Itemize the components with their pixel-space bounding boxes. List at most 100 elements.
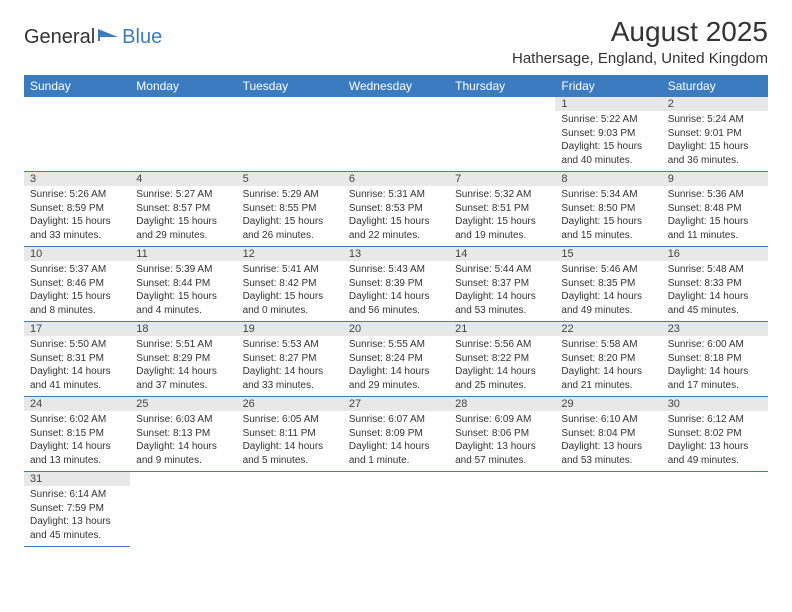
calendar-cell: [130, 97, 236, 172]
sunrise-text: Sunrise: 5:34 AM: [561, 188, 655, 202]
sunrise-text: Sunrise: 6:10 AM: [561, 413, 655, 427]
sunrise-text: Sunrise: 6:05 AM: [243, 413, 337, 427]
daylight-text: Daylight: 14 hours and 1 minute.: [349, 440, 443, 467]
calendar-cell: 24Sunrise: 6:02 AMSunset: 8:15 PMDayligh…: [24, 397, 130, 472]
calendar-cell: 27Sunrise: 6:07 AMSunset: 8:09 PMDayligh…: [343, 397, 449, 472]
calendar-cell: 28Sunrise: 6:09 AMSunset: 8:06 PMDayligh…: [449, 397, 555, 472]
sunset-text: Sunset: 8:46 PM: [30, 277, 124, 291]
daylight-text: Daylight: 13 hours and 53 minutes.: [561, 440, 655, 467]
calendar-cell: 10Sunrise: 5:37 AMSunset: 8:46 PMDayligh…: [24, 247, 130, 322]
day-number: 28: [449, 397, 555, 411]
calendar-cell: 29Sunrise: 6:10 AMSunset: 8:04 PMDayligh…: [555, 397, 661, 472]
calendar-cell: [662, 472, 768, 547]
day-body: Sunrise: 5:44 AMSunset: 8:37 PMDaylight:…: [449, 261, 555, 321]
sunset-text: Sunset: 8:37 PM: [455, 277, 549, 291]
calendar-cell: [24, 97, 130, 172]
daylight-text: Daylight: 14 hours and 29 minutes.: [349, 365, 443, 392]
day-number: 17: [24, 322, 130, 336]
logo: General Blue: [24, 16, 162, 49]
day-body: Sunrise: 6:03 AMSunset: 8:13 PMDaylight:…: [130, 411, 236, 471]
sunrise-text: Sunrise: 6:07 AM: [349, 413, 443, 427]
day-body: Sunrise: 5:50 AMSunset: 8:31 PMDaylight:…: [24, 336, 130, 396]
calendar-cell: 22Sunrise: 5:58 AMSunset: 8:20 PMDayligh…: [555, 322, 661, 397]
day-body: Sunrise: 6:12 AMSunset: 8:02 PMDaylight:…: [662, 411, 768, 471]
daylight-text: Daylight: 14 hours and 9 minutes.: [136, 440, 230, 467]
sunrise-text: Sunrise: 5:29 AM: [243, 188, 337, 202]
day-number: 27: [343, 397, 449, 411]
day-body: Sunrise: 6:07 AMSunset: 8:09 PMDaylight:…: [343, 411, 449, 471]
sunset-text: Sunset: 8:53 PM: [349, 202, 443, 216]
logo-text-blue: Blue: [122, 26, 162, 49]
calendar-cell: 17Sunrise: 5:50 AMSunset: 8:31 PMDayligh…: [24, 322, 130, 397]
day-number: 12: [237, 247, 343, 261]
day-number: 14: [449, 247, 555, 261]
month-title: August 2025: [512, 16, 768, 48]
day-body: Sunrise: 5:34 AMSunset: 8:50 PMDaylight:…: [555, 186, 661, 246]
sunrise-text: Sunrise: 5:39 AM: [136, 263, 230, 277]
sunrise-text: Sunrise: 5:37 AM: [30, 263, 124, 277]
calendar-cell: 4Sunrise: 5:27 AMSunset: 8:57 PMDaylight…: [130, 172, 236, 247]
daylight-text: Daylight: 14 hours and 45 minutes.: [668, 290, 762, 317]
calendar-cell: 25Sunrise: 6:03 AMSunset: 8:13 PMDayligh…: [130, 397, 236, 472]
day-header-row: Sunday Monday Tuesday Wednesday Thursday…: [24, 75, 768, 97]
daylight-text: Daylight: 15 hours and 15 minutes.: [561, 215, 655, 242]
day-number: 18: [130, 322, 236, 336]
calendar-cell: 8Sunrise: 5:34 AMSunset: 8:50 PMDaylight…: [555, 172, 661, 247]
sunset-text: Sunset: 8:48 PM: [668, 202, 762, 216]
calendar-cell: 15Sunrise: 5:46 AMSunset: 8:35 PMDayligh…: [555, 247, 661, 322]
day-body: Sunrise: 6:10 AMSunset: 8:04 PMDaylight:…: [555, 411, 661, 471]
sunset-text: Sunset: 9:03 PM: [561, 127, 655, 141]
day-body: Sunrise: 5:48 AMSunset: 8:33 PMDaylight:…: [662, 261, 768, 321]
day-body: Sunrise: 6:02 AMSunset: 8:15 PMDaylight:…: [24, 411, 130, 471]
day-body: Sunrise: 5:41 AMSunset: 8:42 PMDaylight:…: [237, 261, 343, 321]
day-number: 11: [130, 247, 236, 261]
day-number: 21: [449, 322, 555, 336]
calendar-row: 3Sunrise: 5:26 AMSunset: 8:59 PMDaylight…: [24, 172, 768, 247]
daylight-text: Daylight: 15 hours and 22 minutes.: [349, 215, 443, 242]
day-number: 3: [24, 172, 130, 186]
sunset-text: Sunset: 8:44 PM: [136, 277, 230, 291]
daylight-text: Daylight: 14 hours and 37 minutes.: [136, 365, 230, 392]
day-number: 29: [555, 397, 661, 411]
calendar-cell: 30Sunrise: 6:12 AMSunset: 8:02 PMDayligh…: [662, 397, 768, 472]
sunset-text: Sunset: 8:09 PM: [349, 427, 443, 441]
sunset-text: Sunset: 8:29 PM: [136, 352, 230, 366]
daylight-text: Daylight: 15 hours and 4 minutes.: [136, 290, 230, 317]
sunset-text: Sunset: 9:01 PM: [668, 127, 762, 141]
day-header: Saturday: [662, 75, 768, 97]
sunrise-text: Sunrise: 6:03 AM: [136, 413, 230, 427]
calendar-cell: [237, 97, 343, 172]
day-body: Sunrise: 6:05 AMSunset: 8:11 PMDaylight:…: [237, 411, 343, 471]
daylight-text: Daylight: 15 hours and 29 minutes.: [136, 215, 230, 242]
daylight-text: Daylight: 15 hours and 0 minutes.: [243, 290, 337, 317]
calendar-cell: 12Sunrise: 5:41 AMSunset: 8:42 PMDayligh…: [237, 247, 343, 322]
sunrise-text: Sunrise: 5:55 AM: [349, 338, 443, 352]
sunset-text: Sunset: 8:31 PM: [30, 352, 124, 366]
daylight-text: Daylight: 13 hours and 57 minutes.: [455, 440, 549, 467]
daylight-text: Daylight: 13 hours and 49 minutes.: [668, 440, 762, 467]
daylight-text: Daylight: 13 hours and 45 minutes.: [30, 515, 124, 542]
day-number: 15: [555, 247, 661, 261]
sunrise-text: Sunrise: 6:09 AM: [455, 413, 549, 427]
day-number: 8: [555, 172, 661, 186]
day-number: 20: [343, 322, 449, 336]
day-header: Tuesday: [237, 75, 343, 97]
calendar-cell: [449, 472, 555, 547]
daylight-text: Daylight: 14 hours and 33 minutes.: [243, 365, 337, 392]
daylight-text: Daylight: 14 hours and 41 minutes.: [30, 365, 124, 392]
sunset-text: Sunset: 8:18 PM: [668, 352, 762, 366]
logo-flag-icon: [98, 27, 120, 48]
sunrise-text: Sunrise: 5:58 AM: [561, 338, 655, 352]
day-number: 9: [662, 172, 768, 186]
calendar-cell: 7Sunrise: 5:32 AMSunset: 8:51 PMDaylight…: [449, 172, 555, 247]
calendar-row: 10Sunrise: 5:37 AMSunset: 8:46 PMDayligh…: [24, 247, 768, 322]
sunset-text: Sunset: 8:15 PM: [30, 427, 124, 441]
sunrise-text: Sunrise: 5:44 AM: [455, 263, 549, 277]
day-number: 6: [343, 172, 449, 186]
calendar-cell: [343, 472, 449, 547]
sunrise-text: Sunrise: 6:14 AM: [30, 488, 124, 502]
sunrise-text: Sunrise: 5:43 AM: [349, 263, 443, 277]
calendar-cell: 14Sunrise: 5:44 AMSunset: 8:37 PMDayligh…: [449, 247, 555, 322]
sunrise-text: Sunrise: 6:12 AM: [668, 413, 762, 427]
sunrise-text: Sunrise: 5:36 AM: [668, 188, 762, 202]
